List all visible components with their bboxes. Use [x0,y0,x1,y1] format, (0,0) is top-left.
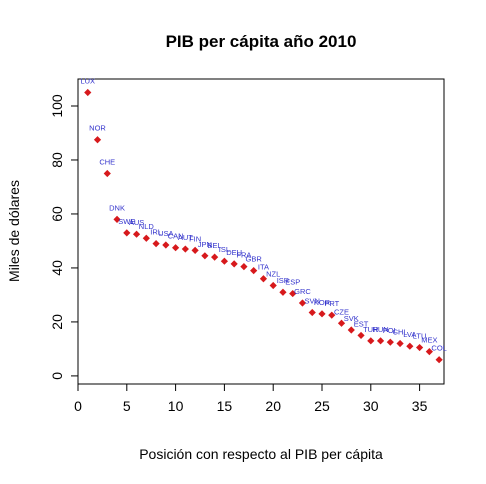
x-tick-label: 0 [74,398,82,414]
plot-frame [77,78,445,385]
y-tick-label: 40 [49,260,65,276]
y-axis-label: Miles de dólares [6,180,22,282]
point-label: FIN [189,234,201,243]
data-point [425,348,433,356]
x-tick-label: 15 [217,398,233,414]
x-axis-label: Posición con respecto al PIB per cápita [139,446,383,462]
data-point [269,281,277,290]
point-label: TUR [363,325,379,334]
x-tick-label: 25 [314,398,330,414]
point-label: CHL [393,328,408,337]
point-label: SVK [344,314,359,323]
point-label: NLD [139,222,155,231]
y-tick-label: 60 [49,206,65,222]
data-point [396,339,404,348]
point-label: EST [354,319,369,328]
data-point [357,331,365,340]
x-tick-label: 30 [363,398,379,414]
point-label: DEU [226,248,242,257]
data-points [84,88,443,364]
y-tick-label: 20 [49,314,65,330]
x-tick-label: 10 [168,398,184,414]
data-point [123,229,131,237]
point-label: ESP [285,278,300,287]
point-label: NOR [89,124,106,133]
y-tick-label: 80 [49,152,65,168]
data-point [142,234,150,242]
x-axis: 0 5 10 15 20 25 30 35 [74,383,428,414]
data-point [435,356,443,364]
x-tick-label: 20 [265,398,281,414]
data-point [406,342,414,350]
y-axis: 0 20 40 60 80 100 [49,94,79,380]
point-label: JPN [198,240,212,249]
point-label: GRC [294,287,311,296]
point-label: GBR [246,255,263,264]
y-tick-label: 100 [49,94,65,118]
point-label: NZL [266,269,280,278]
point-label: FRA [236,251,251,260]
data-point [84,88,92,97]
data-point [162,241,170,249]
point-label: COL [431,344,446,353]
point-label: DNK [109,203,125,212]
data-point [416,343,424,352]
point-label: PRT [324,299,339,308]
point-label: CHE [99,157,115,166]
point-label: LVA [403,330,416,339]
point-label: CZE [334,307,349,316]
point-label: ISL [219,245,230,254]
point-label: ISR [277,276,290,285]
point-label: POL [383,326,398,335]
data-point [367,337,375,345]
data-point [347,326,355,334]
data-point [308,308,316,317]
data-point [113,215,121,223]
point-label: SWE [118,217,135,226]
data-point [376,337,385,345]
data-point [259,275,268,283]
point-label: BEL [208,241,222,250]
data-point [279,288,287,296]
point-label: LUX [80,76,95,85]
data-point [201,252,209,260]
data-point [386,338,394,346]
point-labels: LUX NOR CHE DNK SWEAUSNLDIRLUSACANAUTFINJPNB… [80,76,446,352]
point-label: MEX [421,336,437,345]
data-point [298,299,307,307]
data-point [230,260,238,268]
point-label: LTU [413,332,427,341]
data-point [318,310,326,318]
point-label: AUT [178,233,193,242]
data-point [337,319,346,327]
point-label: ITA [258,263,269,272]
point-label: HUN [372,325,388,334]
data-point [328,311,336,319]
point-label: SVN [305,296,320,305]
point-label: USA [158,229,173,238]
data-point [191,246,199,254]
point-label: KOR [314,298,331,307]
data-point [132,230,141,238]
x-tick-label: 35 [412,398,428,414]
point-label: IRL [150,228,162,237]
x-tick-label: 5 [123,398,131,414]
data-point [103,169,111,178]
data-point [152,240,160,248]
data-point [181,245,189,253]
chart-title: PIB per cápita año 2010 [166,32,357,51]
data-point [220,257,228,265]
data-point [289,289,297,298]
point-label: CAN [168,232,184,241]
data-point [172,244,180,252]
data-point [211,253,219,261]
point-label: AUS [129,218,144,227]
data-point [240,262,248,271]
data-point [93,136,102,144]
data-point [250,267,258,275]
y-tick-label: 0 [49,372,65,380]
